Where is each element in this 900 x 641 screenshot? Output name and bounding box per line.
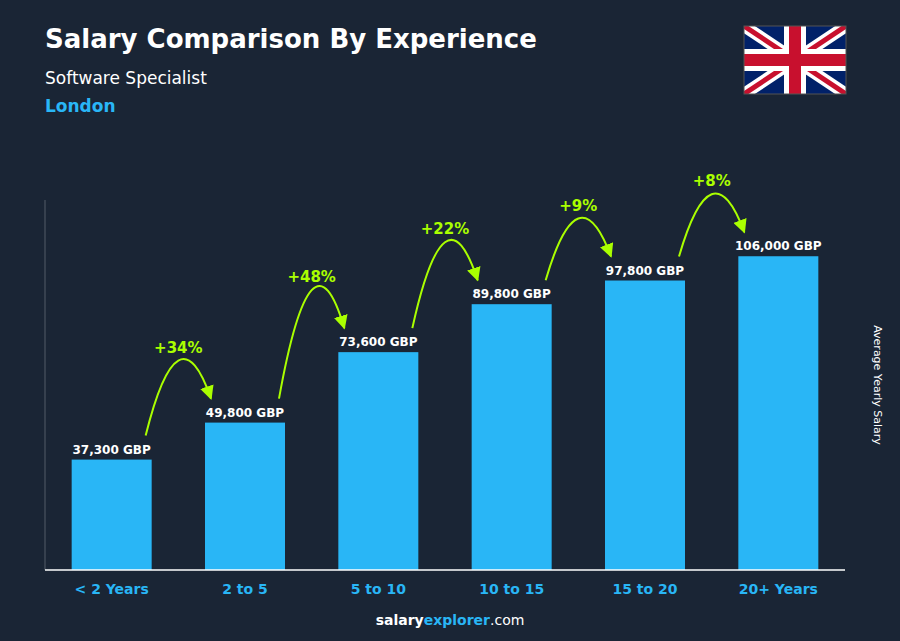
data-label: 106,000 GBP xyxy=(735,239,822,253)
data-label: 49,800 GBP xyxy=(206,406,284,420)
bar xyxy=(738,256,818,570)
change-arrow xyxy=(412,240,477,328)
title: Salary Comparison By Experience xyxy=(45,24,537,54)
x-tick-label: 10 to 15 xyxy=(479,581,544,597)
change-arrow xyxy=(679,194,744,257)
data-label: 37,300 GBP xyxy=(73,443,151,457)
subtitle: Software Specialist xyxy=(45,68,207,88)
flag-diagonal-red xyxy=(744,26,846,94)
flag-field xyxy=(744,26,846,94)
location: London xyxy=(45,96,116,116)
data-label: 73,600 GBP xyxy=(339,335,417,349)
flag-diagonal xyxy=(744,26,846,94)
chart: Salary Comparison By Experience Software … xyxy=(0,0,900,641)
change-label: +22% xyxy=(421,220,469,238)
x-tick-label: 15 to 20 xyxy=(612,581,677,597)
change-label: +8% xyxy=(693,172,731,190)
x-tick-label: 2 to 5 xyxy=(222,581,268,597)
footer-part: salary xyxy=(376,612,424,628)
bar xyxy=(472,304,552,570)
change-arrow xyxy=(146,359,211,436)
x-tick-label: 20+ Years xyxy=(739,581,818,597)
flag-diagonal-red xyxy=(744,26,846,94)
bar xyxy=(338,352,418,570)
x-tick-label: 5 to 10 xyxy=(351,581,407,597)
data-label: 97,800 GBP xyxy=(606,264,684,278)
flag-body xyxy=(744,26,846,94)
bar xyxy=(205,423,285,570)
footer: salaryexplorer.com xyxy=(376,612,525,628)
y-axis-label: Average Yearly Salary xyxy=(871,325,884,445)
x-tick-label: < 2 Years xyxy=(75,581,149,597)
bar xyxy=(605,281,685,570)
baseline xyxy=(45,569,845,571)
flag-cross-red xyxy=(789,26,801,94)
change-arrow xyxy=(546,218,611,280)
footer-part: .com xyxy=(490,612,524,628)
background xyxy=(0,0,900,641)
flag-diagonal xyxy=(744,26,846,94)
y-axis-line xyxy=(45,200,46,570)
plot-area xyxy=(72,256,819,570)
bar xyxy=(72,460,152,570)
flag xyxy=(744,26,846,94)
flag-border xyxy=(744,26,846,94)
data-label: 89,800 GBP xyxy=(473,287,551,301)
change-label: +9% xyxy=(559,197,597,215)
change-arrow xyxy=(279,286,344,399)
footer-part: explorer xyxy=(424,612,490,628)
change-label: +48% xyxy=(287,268,335,286)
change-label: +34% xyxy=(154,339,202,357)
